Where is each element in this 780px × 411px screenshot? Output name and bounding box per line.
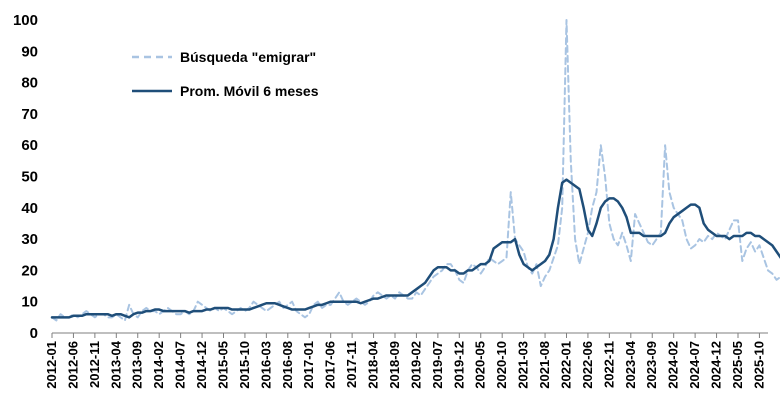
y-tick-label: 20 xyxy=(21,262,38,279)
x-tick-label: 2022-11 xyxy=(601,341,616,388)
x-tick-label: 2018-04 xyxy=(366,340,381,388)
y-tick-label: 50 xyxy=(21,169,38,186)
y-tick-label: 10 xyxy=(21,294,38,311)
x-tick-label: 2013-09 xyxy=(130,341,145,389)
x-tick-label: 2017-11 xyxy=(344,341,359,388)
x-tick-label: 2020-05 xyxy=(473,341,488,389)
x-tick-label: 2015-05 xyxy=(215,341,230,389)
x-tick-label: 2016-08 xyxy=(280,341,295,389)
x-tick-label: 2017-01 xyxy=(301,341,316,389)
x-tick-label: 2025-05 xyxy=(730,341,745,389)
y-tick-label: 60 xyxy=(21,137,38,154)
x-tick-label: 2016-03 xyxy=(258,341,273,389)
x-tick-label: 2017-06 xyxy=(323,341,338,389)
legend-label-moving-avg: Prom. Móvil 6 meses xyxy=(180,83,319,99)
x-axis: 2012-01 2012-06 2012-11 2013-04 2013-09 2014-… xyxy=(44,332,768,389)
y-tick-label: 100 xyxy=(13,12,38,29)
x-tick-label: 2012-01 xyxy=(44,341,59,389)
x-tick-label: 2013-04 xyxy=(108,340,123,388)
x-tick-label: 2024-12 xyxy=(709,341,724,389)
legend-label-search: Búsqueda "emigrar" xyxy=(180,49,316,65)
y-tick-label: 0 xyxy=(30,325,38,342)
x-tick-label: 2023-04 xyxy=(623,340,638,388)
x-tick-label: 2014-12 xyxy=(194,341,209,389)
x-tick-label: 2022-06 xyxy=(580,341,595,389)
x-tick-label: 2024-02 xyxy=(666,341,681,389)
y-tick-label: 30 xyxy=(21,231,38,248)
y-tick-label: 70 xyxy=(21,106,38,123)
x-tick-label: 2019-02 xyxy=(408,341,423,389)
x-tick-label: 2024-07 xyxy=(687,341,702,389)
series-line-search xyxy=(51,19,780,322)
x-tick-label: 2022-01 xyxy=(558,341,573,389)
plot-area xyxy=(50,19,780,322)
y-tick-label: 80 xyxy=(21,75,38,92)
x-tick-label: 2014-07 xyxy=(173,341,188,389)
y-tick-label: 40 xyxy=(21,200,38,217)
x-tick-label: 2014-02 xyxy=(151,341,166,389)
x-tick-label: 2019-12 xyxy=(451,341,466,389)
y-axis: 0 10 20 30 40 50 60 70 80 90 100 xyxy=(13,12,38,342)
x-tick-label: 2025-10 xyxy=(751,341,766,389)
y-tick-label: 90 xyxy=(21,43,38,60)
x-tick-label: 2018-09 xyxy=(387,341,402,389)
x-tick-label: 2021-03 xyxy=(516,341,531,389)
x-tick-label: 2012-06 xyxy=(65,341,80,389)
legend: Búsqueda "emigrar" Prom. Móvil 6 meses xyxy=(132,49,319,99)
x-tick-label: 2015-10 xyxy=(237,341,252,389)
series-line-moving-avg xyxy=(50,178,780,319)
x-tick-label: 2020-10 xyxy=(494,341,509,389)
x-tick-label: 2023-09 xyxy=(644,341,659,389)
x-tick-label: 2021-08 xyxy=(537,341,552,389)
x-tick-label: 2019-07 xyxy=(430,341,445,389)
x-tick-label: 2012-11 xyxy=(87,341,102,388)
